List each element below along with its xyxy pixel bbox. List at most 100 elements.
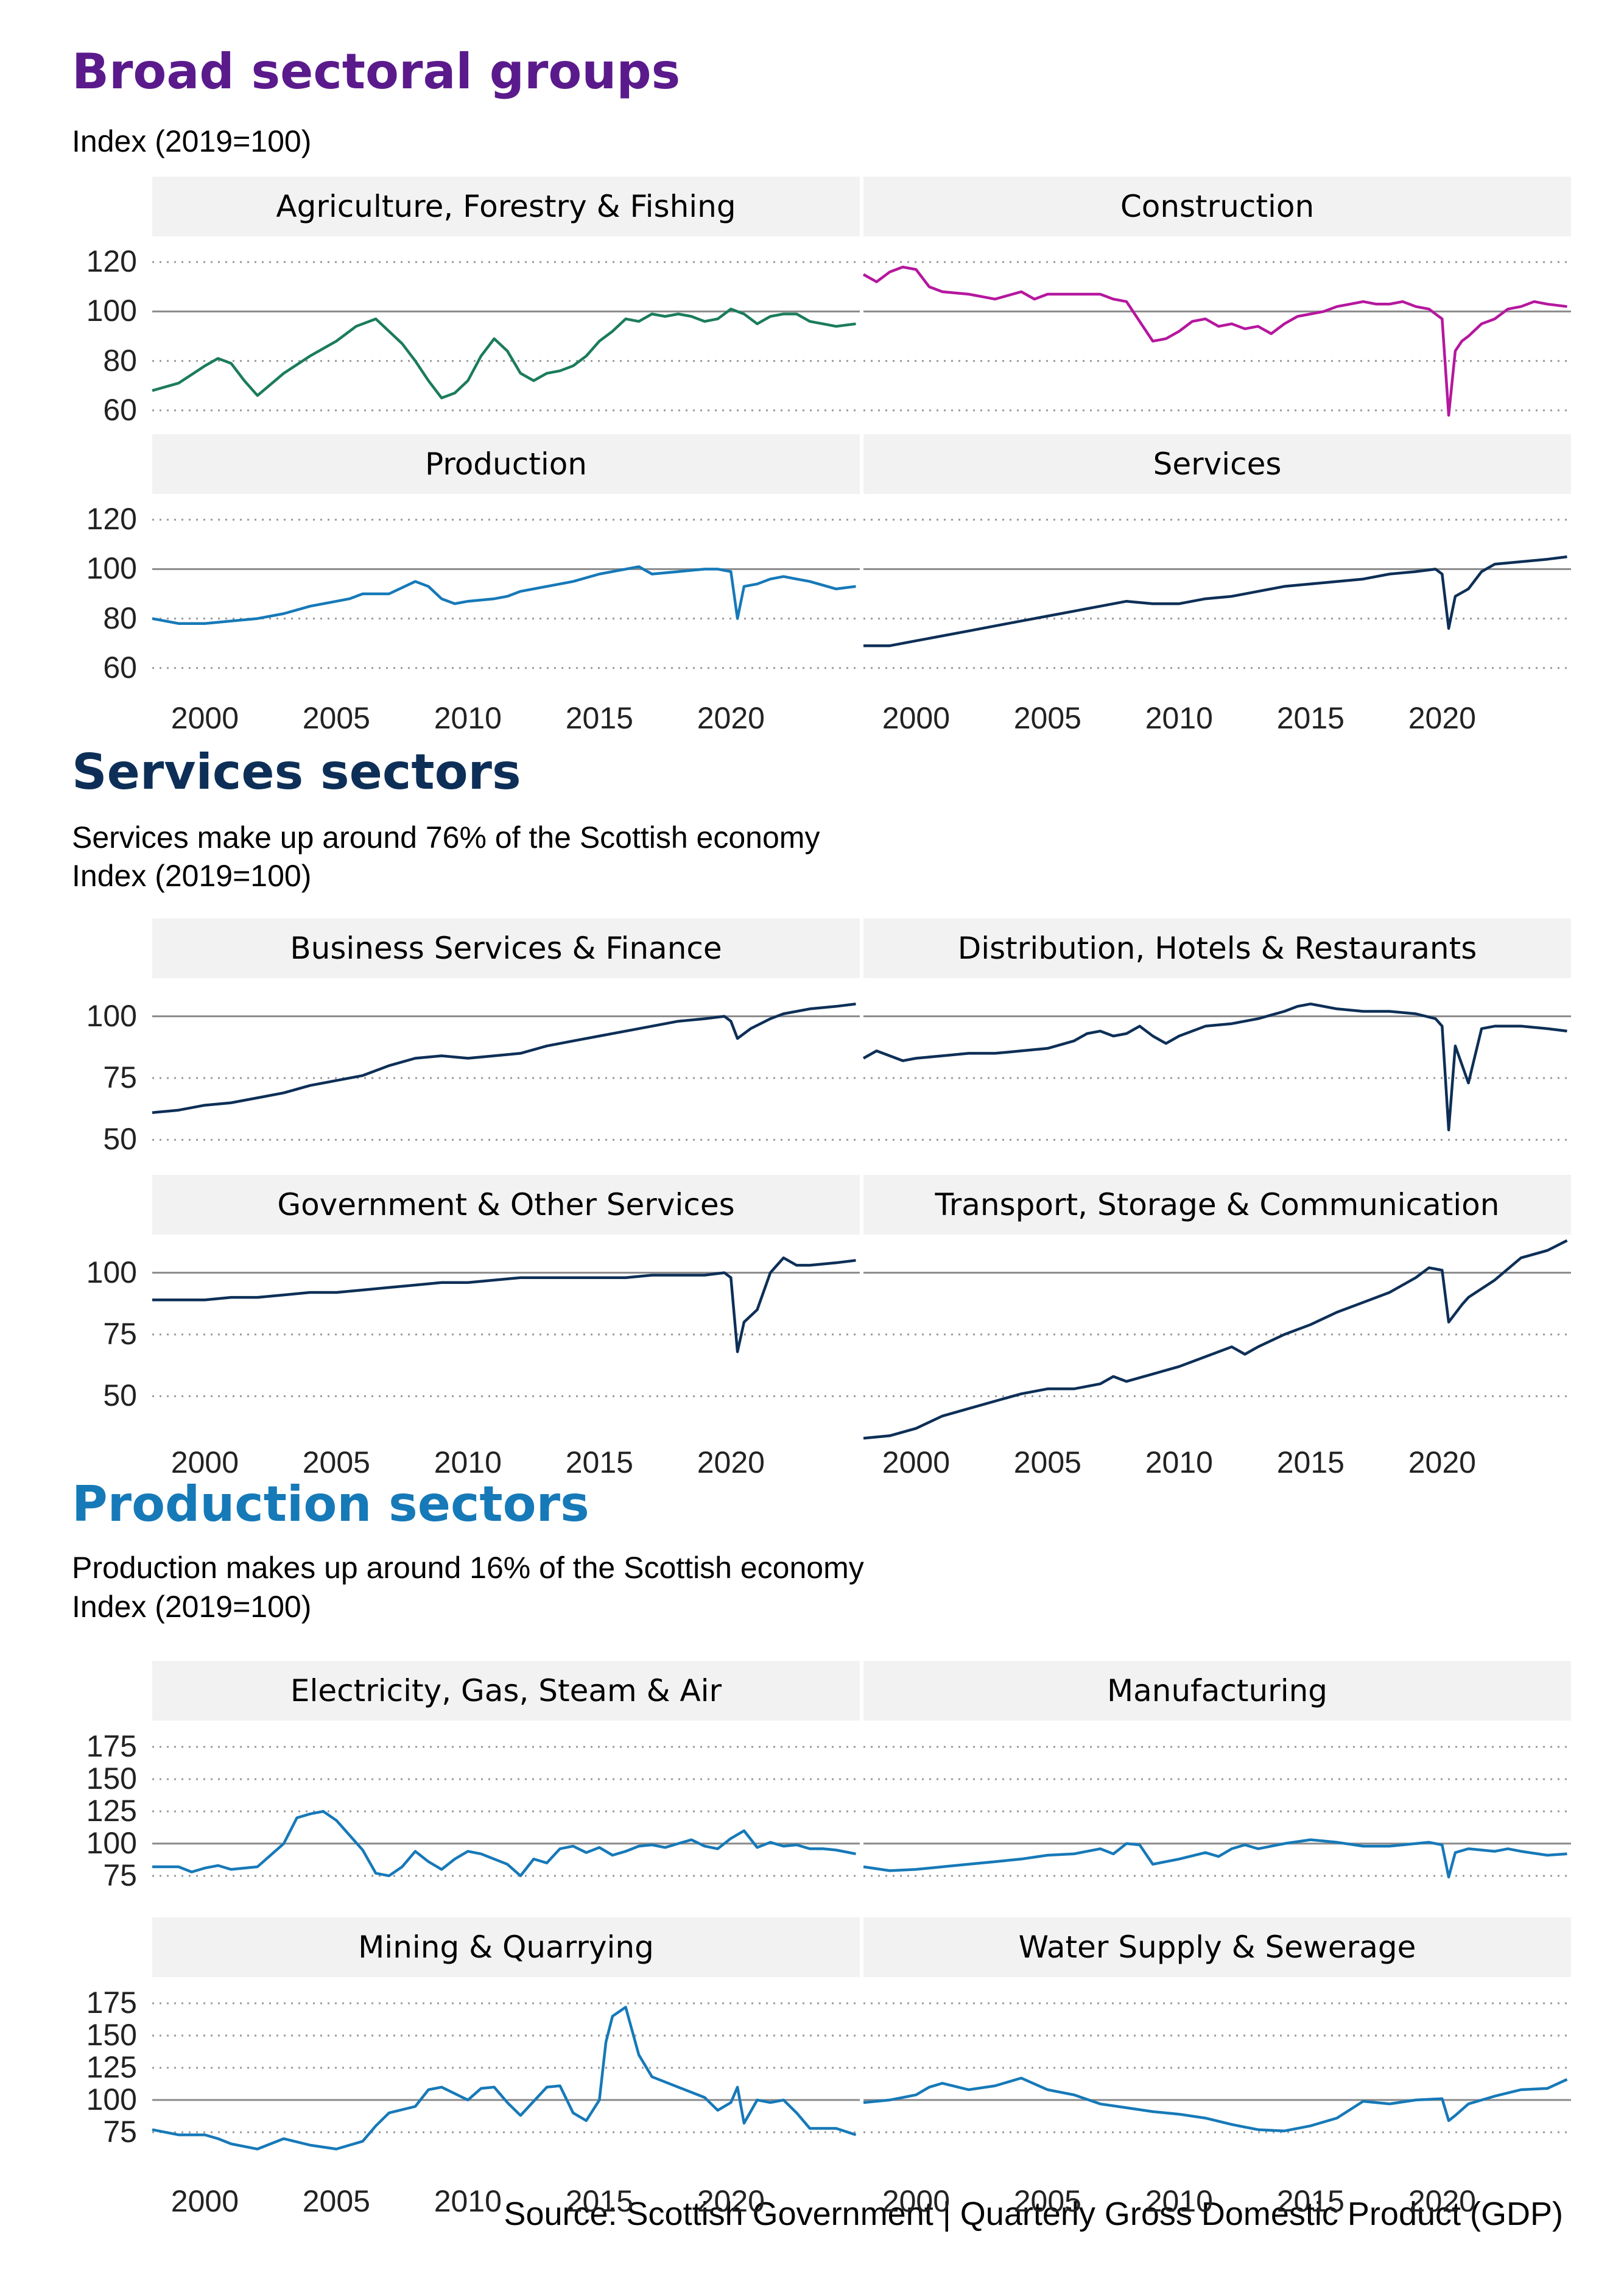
panel-title: Business Services & Finance <box>290 931 722 966</box>
series-line-manufacturing <box>863 1838 1567 1879</box>
panel-title: Government & Other Services <box>277 1187 735 1222</box>
y-tick-label: 75 <box>103 2114 137 2149</box>
section-subtitle-services-2: Index (2019=100) <box>72 859 312 893</box>
x-tick-label: 2005 <box>1013 2184 1081 2218</box>
panel-manufacturing: Manufacturing <box>863 1661 1571 1889</box>
plot-area <box>152 518 860 669</box>
y-tick-label: 120 <box>86 244 137 279</box>
y-tick-label: 120 <box>86 502 137 537</box>
series-line-services <box>863 555 1567 647</box>
x-tick-label: 2000 <box>882 701 950 735</box>
panel-title: Manufacturing <box>1106 1673 1328 1708</box>
panel-transport-storage-communication: Transport, Storage & Communication <box>863 1175 1571 1440</box>
section-subtitle-services-1: Services make up around 76% of the Scott… <box>72 820 820 855</box>
y-tick-label: 100 <box>86 1255 137 1289</box>
x-tick-label: 2005 <box>302 701 370 735</box>
panel-strip <box>863 434 1571 494</box>
y-tick-label: 75 <box>103 1858 137 1892</box>
panel-title: Water Supply & Sewerage <box>1018 1930 1416 1965</box>
panel-strip <box>152 1175 860 1235</box>
panel-title: Production <box>424 446 587 482</box>
section-title-services: Services sectors <box>72 744 521 800</box>
x-tick-label: 2020 <box>697 2184 765 2218</box>
section-subtitle-production-2: Index (2019=100) <box>72 1590 312 1624</box>
x-tick-label: 2005 <box>1013 701 1081 735</box>
x-tick-label: 2010 <box>434 2184 502 2218</box>
series-line-distribution-hotels-restaurants <box>862 1003 1567 1132</box>
panel-water-supply-sewerage: Water Supply & Sewerage <box>863 1917 1571 2145</box>
y-tick-label: 60 <box>103 650 137 685</box>
panel-construction: Construction <box>862 177 1571 423</box>
plot-area <box>152 1003 860 1141</box>
x-tick-label: 2010 <box>434 1445 502 1479</box>
panel-title: Construction <box>1120 189 1315 224</box>
x-tick-label: 2015 <box>565 2184 633 2218</box>
x-tick-label: 2015 <box>565 701 633 735</box>
panel-electricity-gas-steam-air: Electricity, Gas, Steam & Air <box>152 1661 860 1889</box>
panel-strip <box>152 1917 860 1977</box>
x-tick-label: 2010 <box>1145 1445 1213 1479</box>
panel-strip <box>863 1661 1571 1721</box>
plot-area <box>863 1746 1571 1879</box>
source-note: Source: Scottish Government | Quarterly … <box>504 2196 1563 2232</box>
x-tick-label: 2000 <box>882 1445 950 1479</box>
y-tick-label: 150 <box>86 1761 137 1796</box>
series-line-water-supply-sewerage <box>863 2076 1568 2132</box>
panel-distribution-hotels-restaurants: Distribution, Hotels & Restaurants <box>862 918 1571 1165</box>
panel-strip <box>152 177 860 236</box>
section-title-production: Production sectors <box>72 1476 589 1532</box>
series-line-electricity-gas-steam-air <box>152 1810 856 1878</box>
y-tick-label: 50 <box>103 1122 137 1157</box>
y-tick-label: 100 <box>86 1825 137 1860</box>
panel-title: Electricity, Gas, Steam & Air <box>290 1673 722 1708</box>
y-tick-label: 100 <box>86 998 137 1033</box>
plot-area <box>152 1746 860 1878</box>
panel-title: Transport, Storage & Communication <box>935 1187 1500 1222</box>
panel-services: Services <box>863 434 1571 680</box>
x-tick-label: 2015 <box>1276 701 1345 735</box>
panel-agriculture-forestry-fishing: Agriculture, Forestry & Fishing <box>152 177 860 423</box>
y-tick-label: 175 <box>86 1986 137 2020</box>
x-tick-label: 2010 <box>1145 2184 1213 2218</box>
plot-area <box>862 261 1571 417</box>
panel-title: Mining & Quarrying <box>358 1930 654 1965</box>
y-tick-label: 80 <box>103 343 137 378</box>
panel-title: Distribution, Hotels & Restaurants <box>957 931 1477 966</box>
x-tick-label: 2005 <box>302 2184 370 2218</box>
panel-government-other-services: Government & Other Services <box>152 1175 860 1421</box>
panel-strip <box>863 918 1571 978</box>
series-line-production <box>152 565 856 625</box>
series-line-government-other-services <box>152 1256 856 1353</box>
panel-strip <box>152 434 860 494</box>
x-tick-label: 2010 <box>434 701 502 735</box>
y-tick-label: 75 <box>103 1317 137 1351</box>
series-line-construction <box>862 266 1567 417</box>
section-subtitle-production-1: Production makes up around 16% of the Sc… <box>72 1551 864 1585</box>
x-tick-label: 2020 <box>1408 1445 1476 1479</box>
y-tick-label: 125 <box>86 1794 137 1828</box>
x-tick-label: 2020 <box>697 701 765 735</box>
plot-area <box>152 1256 860 1397</box>
panel-mining-quarrying: Mining & Quarrying <box>152 1917 860 2151</box>
section-title-broad: Broad sectoral groups <box>72 43 681 100</box>
panel-strip <box>152 918 860 978</box>
x-tick-label: 2020 <box>1408 2184 1476 2218</box>
x-tick-label: 2010 <box>1145 701 1213 735</box>
y-tick-label: 125 <box>86 2050 137 2084</box>
y-tick-label: 100 <box>86 551 137 586</box>
x-tick-label: 2020 <box>1408 701 1476 735</box>
x-tick-label: 2000 <box>882 2184 950 2218</box>
series-line-agriculture-forestry-fishing <box>152 308 856 400</box>
x-tick-label: 2015 <box>565 1445 633 1479</box>
plot-area <box>152 261 860 412</box>
x-tick-label: 2015 <box>1276 1445 1345 1479</box>
x-tick-label: 2015 <box>1276 2184 1345 2218</box>
x-tick-label: 2000 <box>170 701 239 735</box>
x-tick-label: 2005 <box>1013 1445 1081 1479</box>
y-tick-label: 175 <box>86 1729 137 1764</box>
panel-strip <box>863 1917 1571 1977</box>
panel-title: Agriculture, Forestry & Fishing <box>276 189 736 224</box>
x-tick-label: 2000 <box>170 1445 239 1479</box>
y-tick-label: 80 <box>103 601 137 635</box>
plot-area <box>152 2002 860 2151</box>
